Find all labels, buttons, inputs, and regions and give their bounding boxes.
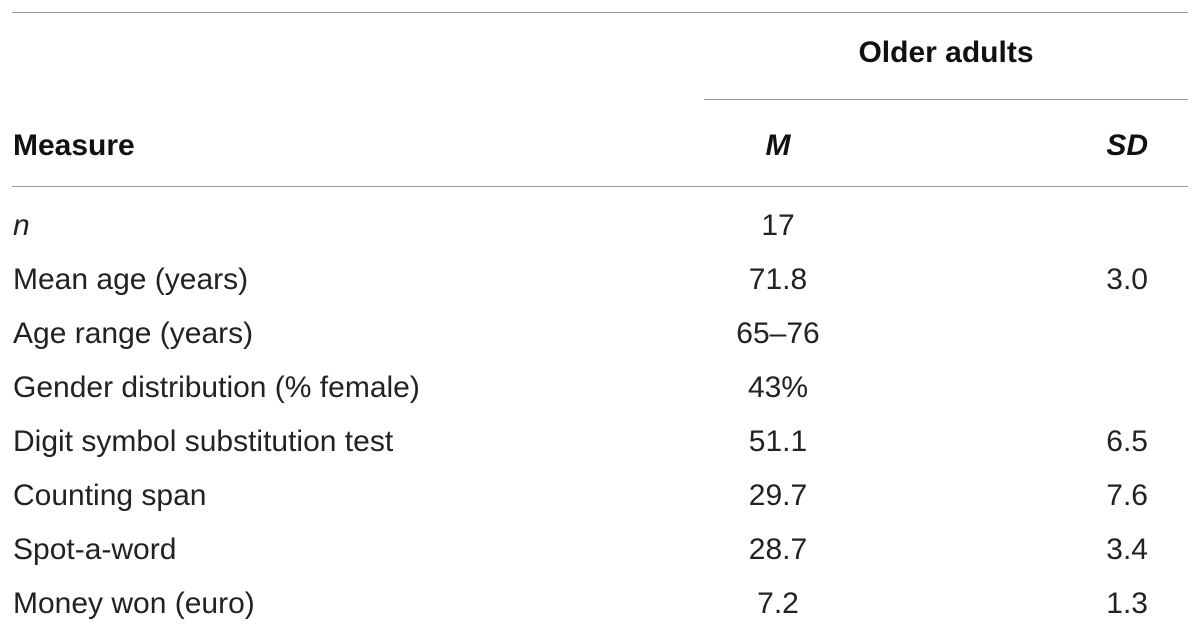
header-bottom-rule [12,186,1188,187]
column-header-mean: M [765,129,791,162]
mean-value: 65–76 [736,317,820,350]
mean-value: 28.7 [748,533,808,566]
sd-value: 3.0 [1106,263,1148,296]
sd-value: 3.4 [1106,533,1148,566]
row-label: Spot-a-word [13,533,177,566]
mean-value: 17 [761,209,795,242]
row-label: Counting span [13,479,207,512]
group-header-rule [704,99,1188,100]
mean-value: 7.2 [757,587,799,620]
row-label: Gender distribution (% female) [13,371,420,404]
sd-value: 6.5 [1106,425,1148,458]
row-label: Age range (years) [13,317,254,350]
column-header-sd: SD [1106,129,1148,162]
mean-value: 43% [747,371,809,404]
mean-value: 29.7 [748,479,808,512]
sd-value: 7.6 [1106,479,1148,512]
mean-value: 71.8 [748,263,808,296]
mean-value: 51.1 [748,425,808,458]
column-header-measure: Measure [13,129,135,162]
row-label: Money won (euro) [13,587,255,620]
row-label: Mean age (years) [13,263,249,296]
sd-value: 1.3 [1106,587,1148,620]
group-header-older-adults: Older adults [858,36,1034,69]
top-rule [12,12,1188,13]
row-label: n [13,209,30,242]
row-label: Digit symbol substitution test [13,425,394,458]
